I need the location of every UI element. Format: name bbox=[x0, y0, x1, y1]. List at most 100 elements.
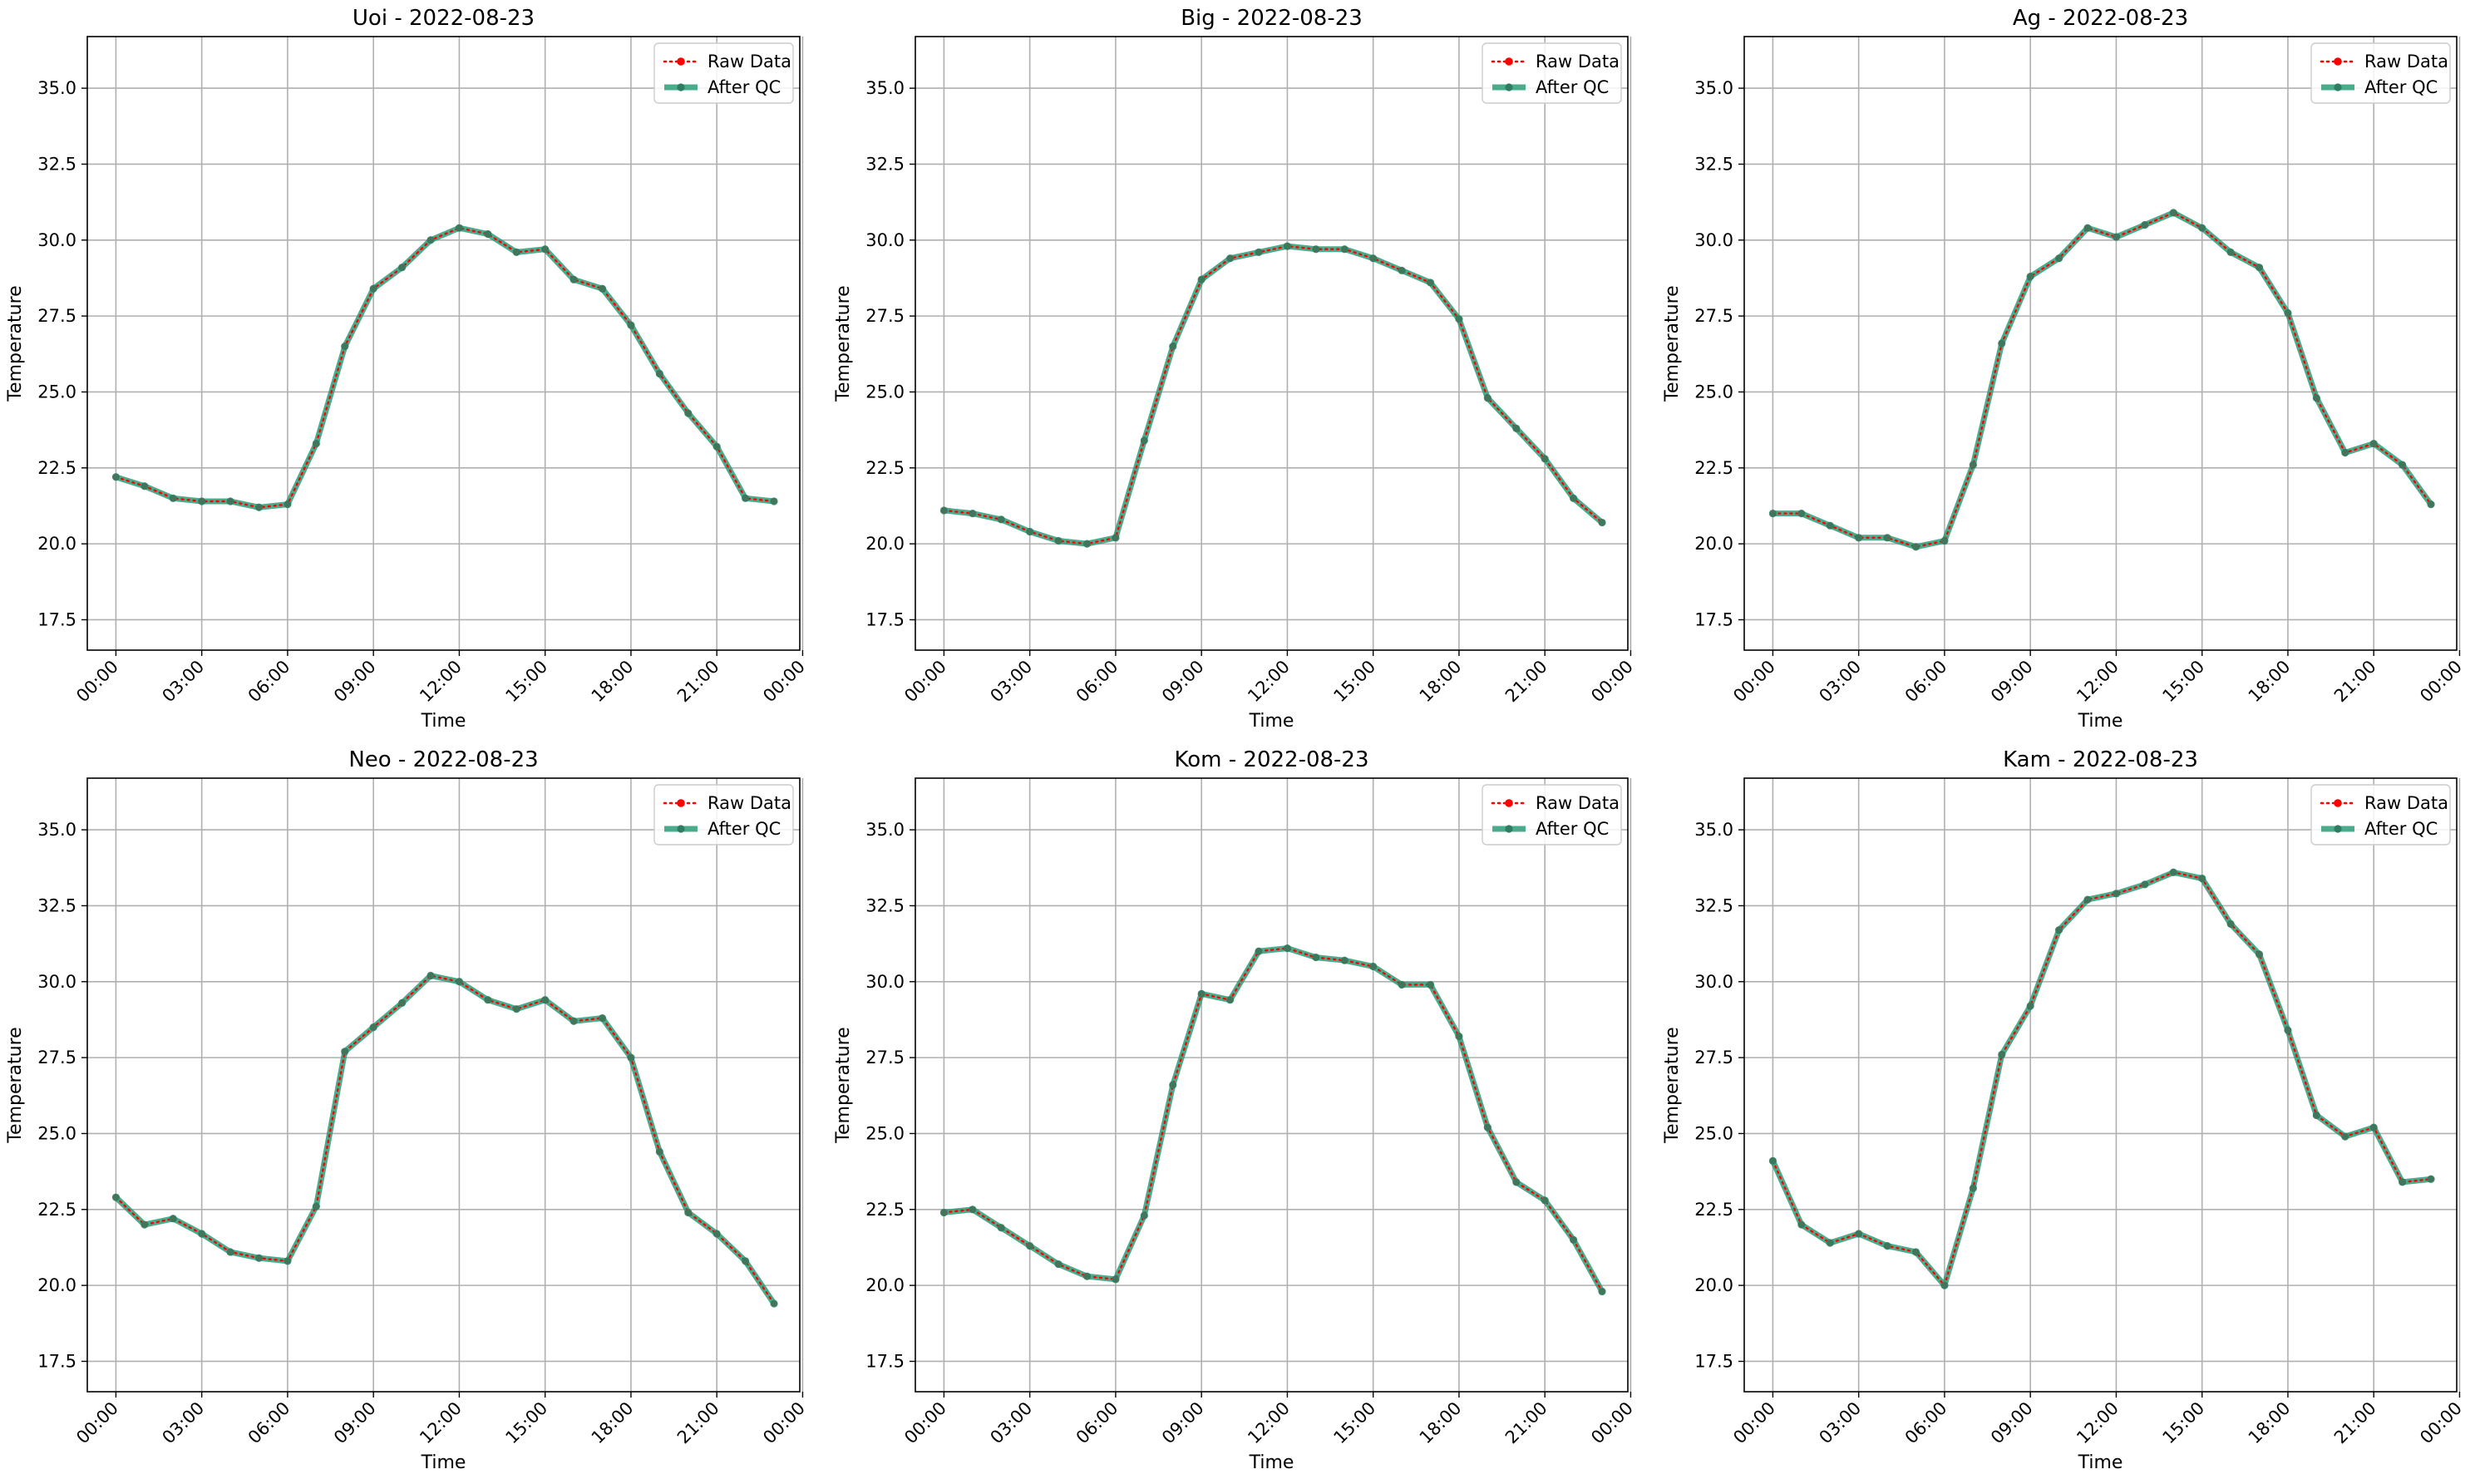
x-tick-label: 09:00 bbox=[1987, 1398, 2037, 1448]
data-point-after-qc bbox=[254, 503, 264, 511]
data-point-after-qc bbox=[1768, 1156, 1777, 1165]
data-point-after-qc bbox=[1140, 1211, 1148, 1220]
y-axis-label: Temperature bbox=[1662, 1027, 1683, 1143]
legend: Raw Data After QC bbox=[1482, 784, 1622, 846]
x-tick-label: 00:00 bbox=[2416, 657, 2466, 707]
data-point-after-qc bbox=[1797, 1220, 1806, 1229]
legend: Raw Data After QC bbox=[653, 784, 794, 846]
data-point-after-qc bbox=[283, 500, 292, 509]
data-point-after-qc bbox=[254, 1254, 264, 1262]
data-point-after-qc bbox=[1512, 1178, 1521, 1186]
x-tick-label: 03:00 bbox=[986, 1398, 1036, 1448]
data-point-after-qc bbox=[1112, 1275, 1120, 1284]
legend: Raw Data After QC bbox=[2310, 784, 2451, 846]
data-point-after-qc bbox=[1969, 1184, 1977, 1192]
data-point-after-qc bbox=[655, 1147, 663, 1156]
x-tick-label: 00:00 bbox=[72, 1398, 122, 1448]
data-point-after-qc bbox=[1911, 1248, 1920, 1256]
y-tick-label: 22.5 bbox=[37, 1200, 76, 1220]
data-point-after-qc bbox=[2399, 1178, 2407, 1186]
x-tick-label: 18:00 bbox=[588, 1398, 638, 1448]
data-point-after-qc bbox=[2255, 950, 2264, 959]
legend-label-after-qc: After QC bbox=[2364, 77, 2438, 97]
data-point-after-qc bbox=[627, 1053, 635, 1062]
y-tick-label: 27.5 bbox=[865, 1048, 905, 1067]
legend-label-after-qc: After QC bbox=[1536, 77, 1609, 97]
x-tick-label: 09:00 bbox=[1158, 657, 1208, 707]
legend-label-raw-data: Raw Data bbox=[1536, 793, 1620, 813]
data-point-after-qc bbox=[770, 1299, 778, 1308]
data-point-after-qc bbox=[627, 321, 635, 329]
series-line-after-qc bbox=[940, 243, 1605, 547]
x-tick-label: 15:00 bbox=[2158, 657, 2208, 707]
y-tick-label: 20.0 bbox=[37, 534, 76, 554]
data-point-after-qc bbox=[1312, 953, 1320, 962]
data-point-after-qc bbox=[569, 275, 578, 283]
legend-label-after-qc: After QC bbox=[1536, 819, 1609, 839]
legend-marker-raw-data bbox=[2334, 799, 2342, 807]
data-point-after-qc bbox=[1855, 534, 1863, 542]
data-point-after-qc bbox=[1026, 1242, 1034, 1250]
data-point-after-qc bbox=[2369, 1123, 2378, 1131]
y-axis-label: Temperature bbox=[833, 285, 854, 402]
x-tick-label: 03:00 bbox=[158, 1398, 208, 1448]
data-point-after-qc bbox=[1855, 1230, 1863, 1238]
legend-label-raw-data: Raw Data bbox=[1536, 52, 1620, 71]
x-tick-label: 12:00 bbox=[416, 657, 466, 707]
data-point-after-qc bbox=[1598, 1287, 1606, 1296]
data-point-after-qc bbox=[397, 998, 407, 1007]
data-point-after-qc bbox=[770, 497, 778, 505]
x-tick-label: 18:00 bbox=[1416, 657, 1466, 707]
data-point-after-qc bbox=[397, 264, 407, 272]
x-tick-label: 06:00 bbox=[1901, 1398, 1951, 1448]
data-point-after-qc bbox=[1054, 536, 1063, 545]
data-point-after-qc bbox=[969, 1205, 977, 1214]
data-point-after-qc bbox=[2141, 220, 2149, 229]
data-point-after-qc bbox=[1283, 944, 1292, 953]
data-point-after-qc bbox=[742, 494, 750, 502]
legend-marker-raw-data bbox=[677, 799, 685, 807]
data-point-after-qc bbox=[1883, 1242, 1891, 1250]
legend: Raw Data After QC bbox=[2310, 42, 2451, 104]
chart-panel: 17.5 20.0 22.5 25.0 27.5 30.0 32.5 35.0 00:00 03:… bbox=[5, 747, 809, 1473]
y-tick-label: 32.5 bbox=[865, 154, 905, 174]
plot-frame bbox=[86, 777, 801, 1393]
data-point-after-qc bbox=[2255, 264, 2264, 272]
y-tick-label: 22.5 bbox=[865, 1200, 905, 1220]
chart-title: Big - 2022-08-23 bbox=[1181, 6, 1363, 31]
data-point-after-qc bbox=[1512, 424, 1521, 432]
data-point-after-qc bbox=[1940, 1281, 1949, 1289]
legend-marker-after-qc bbox=[2334, 83, 2342, 91]
legend-marker-raw-data bbox=[1505, 57, 1513, 66]
chart-panel: 17.5 20.0 22.5 25.0 27.5 30.0 32.5 35.0 00:00 03:… bbox=[833, 6, 1637, 732]
data-point-after-qc bbox=[1570, 494, 1578, 502]
data-point-after-qc bbox=[997, 1224, 1005, 1232]
data-point-after-qc bbox=[312, 439, 320, 448]
data-point-after-qc bbox=[1169, 1081, 1177, 1089]
data-point-after-qc bbox=[1112, 534, 1120, 542]
data-point-after-qc bbox=[1768, 509, 1777, 518]
y-tick-label: 25.0 bbox=[37, 1123, 76, 1143]
data-point-after-qc bbox=[1426, 980, 1435, 989]
data-point-after-qc bbox=[1054, 1260, 1063, 1269]
data-point-after-qc bbox=[1283, 242, 1292, 250]
series-line-raw-data bbox=[1772, 211, 2433, 549]
data-point-after-qc bbox=[1797, 509, 1806, 518]
legend-marker-raw-data bbox=[677, 57, 685, 66]
x-axis-label: Time bbox=[2078, 711, 2123, 732]
data-point-after-qc bbox=[1082, 540, 1092, 548]
x-tick-label: 12:00 bbox=[416, 1398, 466, 1448]
series-line-raw-data bbox=[1772, 871, 2433, 1288]
x-tick-label: 00:00 bbox=[1729, 657, 1779, 707]
data-point-after-qc bbox=[1340, 956, 1348, 964]
x-tick-label: 00:00 bbox=[1729, 1398, 1779, 1448]
data-point-after-qc bbox=[1483, 394, 1491, 402]
data-point-after-qc bbox=[1483, 1123, 1491, 1131]
x-tick-label: 15:00 bbox=[2158, 1398, 2208, 1448]
data-point-after-qc bbox=[2026, 273, 2034, 281]
x-tick-label: 15:00 bbox=[1329, 657, 1379, 707]
data-point-after-qc bbox=[1225, 996, 1235, 1004]
x-tick-label: 15:00 bbox=[501, 1398, 551, 1448]
data-point-after-qc bbox=[426, 236, 435, 244]
y-tick-label: 22.5 bbox=[1694, 1200, 1733, 1220]
